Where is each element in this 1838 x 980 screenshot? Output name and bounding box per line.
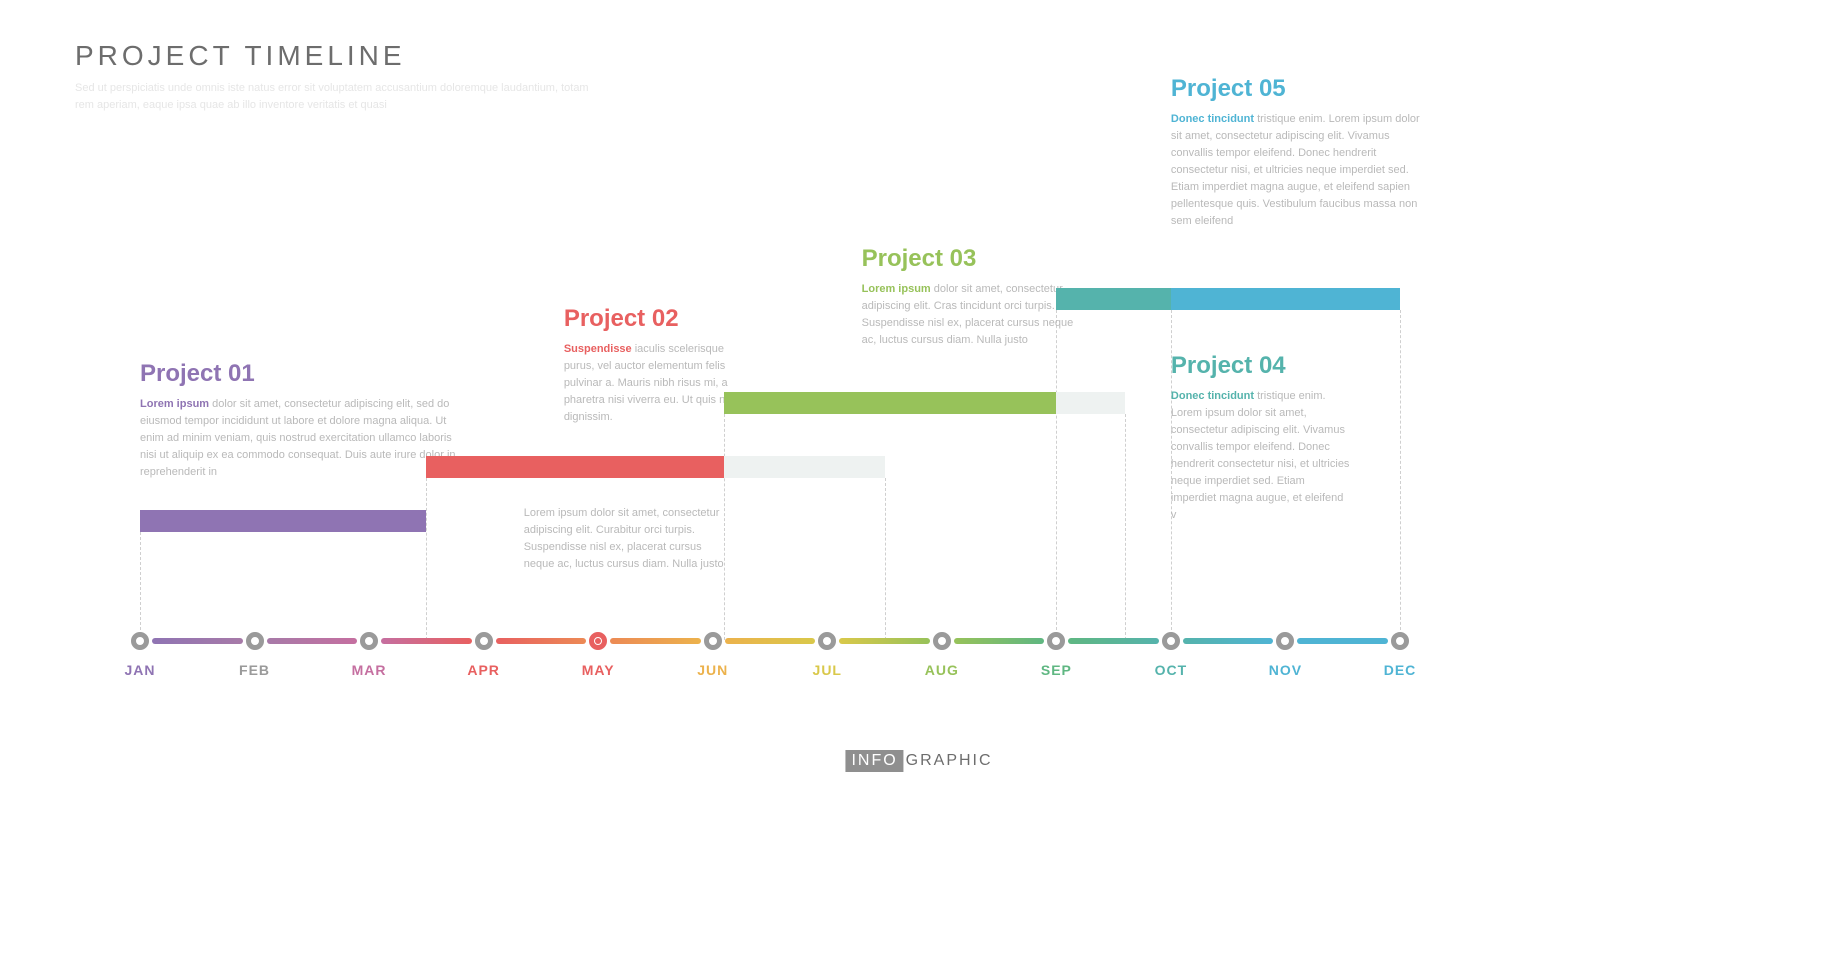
axis-month-label: AUG: [925, 662, 959, 678]
project-block: Project 03 Lorem ipsum dolor sit amet, co…: [862, 245, 1082, 349]
footer-brand: INFOGRAPHIC: [845, 750, 992, 772]
axis-segment: [610, 638, 701, 644]
page-title: PROJECT TIMELINE: [75, 40, 595, 72]
axis-dot: [360, 632, 378, 650]
project-block: Project 05 Donec tincidunt tristique enim…: [1171, 75, 1421, 230]
axis-month-label: OCT: [1155, 662, 1188, 678]
project-title: Project 04: [1171, 352, 1351, 380]
axis-segment: [1183, 638, 1274, 644]
axis-month-label: SEP: [1041, 662, 1072, 678]
axis-month-label: JUL: [813, 662, 842, 678]
project-bar: [724, 392, 1056, 414]
project-bar-extension: [724, 456, 884, 478]
axis-segment: [1297, 638, 1388, 644]
axis-month-label: APR: [467, 662, 500, 678]
axis-dot: [1162, 632, 1180, 650]
axis-month-label: MAY: [582, 662, 615, 678]
project-title: Project 01: [140, 360, 470, 388]
axis-dot: [475, 632, 493, 650]
axis-segment: [267, 638, 358, 644]
axis-dot: [818, 632, 836, 650]
project-title: Project 03: [862, 245, 1082, 273]
axis-segment: [152, 638, 243, 644]
axis-month-label: MAR: [352, 662, 387, 678]
guide-line: [1056, 310, 1057, 640]
project-title: Project 02: [564, 305, 754, 333]
project-block: Project 04 Donec tincidunt tristique enim…: [1171, 352, 1351, 524]
timeline-area: Project 01 Lorem ipsum dolor sit amet, co…: [140, 80, 1400, 690]
project-block: Project 01 Lorem ipsum dolor sit amet, co…: [140, 360, 470, 481]
footer-brand-chip: INFO: [845, 750, 903, 772]
project-description: Donec tincidunt tristique enim. Lorem ip…: [1171, 111, 1421, 230]
guide-line: [885, 478, 886, 640]
project-description: Donec tincidunt tristique enim. Lorem ip…: [1171, 388, 1351, 524]
guide-line: [140, 532, 141, 640]
project-bar: [1171, 288, 1400, 310]
axis-month-label: FEB: [239, 662, 270, 678]
axis-dot: [933, 632, 951, 650]
project-description: Lorem ipsum dolor sit amet, consectetur …: [140, 396, 470, 481]
axis-segment: [839, 638, 930, 644]
project-bar: [426, 456, 724, 478]
axis-segment: [496, 638, 587, 644]
project-bar: [1056, 288, 1171, 310]
axis-dot: [1391, 632, 1409, 650]
project-description: Lorem ipsum dolor sit amet, consectetur …: [524, 505, 729, 573]
axis-segment: [381, 638, 472, 644]
axis-month-label: JAN: [124, 662, 155, 678]
project-bar-extension: [1056, 392, 1125, 414]
guide-line: [1400, 310, 1401, 640]
axis-segment: [725, 638, 816, 644]
axis-segment: [1068, 638, 1159, 644]
axis-month-label: DEC: [1384, 662, 1417, 678]
axis-dot: [131, 632, 149, 650]
axis-dot: [1276, 632, 1294, 650]
guide-line: [1125, 414, 1126, 640]
infographic-canvas: PROJECT TIMELINE Sed ut perspiciatis und…: [0, 0, 1838, 980]
guide-line: [426, 478, 427, 640]
project-bar: [140, 510, 426, 532]
axis-segment: [954, 638, 1045, 644]
footer-brand-text: GRAPHIC: [906, 752, 993, 769]
timeline-axis: JANFEBMARAPRMAYJUNJULAUGSEPOCTNOVDEC: [140, 630, 1400, 690]
axis-dot: [589, 632, 607, 650]
axis-month-label: JUN: [697, 662, 728, 678]
axis-dot: [704, 632, 722, 650]
axis-dot: [1047, 632, 1065, 650]
project-block: Lorem ipsum dolor sit amet, consectetur …: [524, 505, 729, 573]
axis-month-label: NOV: [1269, 662, 1302, 678]
project-description: Lorem ipsum dolor sit amet, consectetur …: [862, 281, 1082, 349]
project-title: Project 05: [1171, 75, 1421, 103]
axis-dot: [246, 632, 264, 650]
